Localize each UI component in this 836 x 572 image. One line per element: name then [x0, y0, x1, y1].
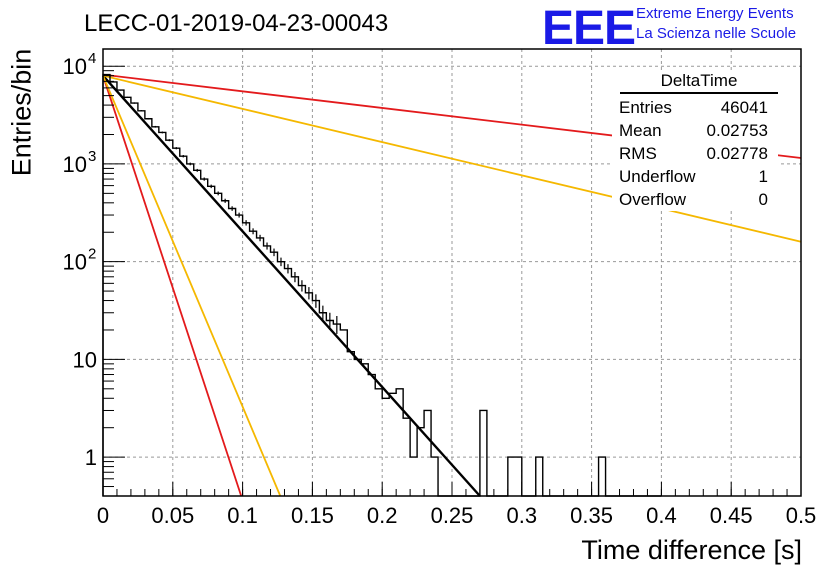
stats-label: Underflow	[619, 167, 696, 186]
x-tick-label: 0.1	[227, 503, 258, 528]
fit-line	[102, 75, 243, 497]
x-tick-label: 0.45	[710, 503, 753, 528]
x-tick-label: 0.3	[507, 503, 538, 528]
fit-line	[102, 74, 802, 243]
stats-label: Overflow	[619, 190, 687, 209]
stats-row: Entries 46041	[612, 96, 778, 119]
chart-title: LECC-01-2019-04-23-00043	[84, 10, 389, 37]
y-tick-label: 10	[63, 250, 87, 275]
x-tick-label: 0.15	[291, 503, 334, 528]
x-tick-label: 0.05	[151, 503, 194, 528]
stats-value: 1	[758, 167, 768, 186]
stats-box: DeltaTime Entries 46041 Mean 0.02753 RMS…	[612, 71, 778, 211]
x-tick-label: 0.5	[786, 503, 817, 528]
x-tick-label: 0	[97, 503, 109, 528]
y-tick-label: 10	[63, 152, 87, 177]
y-tick-label: 1	[85, 445, 97, 470]
y-tick-exponent: 4	[88, 50, 96, 67]
eee-logo-text: Extreme Energy Events La Scienza nelle S…	[636, 4, 796, 44]
eee-logo-line2: La Scienza nelle Scuole	[636, 25, 797, 42]
stats-label: Entries	[619, 98, 672, 117]
stats-title: DeltaTime	[620, 71, 778, 94]
stats-row: Mean 0.02753	[612, 119, 778, 142]
x-axis-label: Time difference [s]	[581, 535, 802, 565]
eee-logo: EEE	[542, 2, 636, 55]
stats-value: 46041	[720, 98, 768, 117]
x-tick-label: 0.35	[570, 503, 613, 528]
y-tick-label: 10	[73, 347, 97, 372]
eee-logo-line1: Extreme Energy Events	[636, 5, 794, 22]
y-tick-exponent: 3	[88, 148, 96, 165]
y-axis-label: Entries/bin	[6, 48, 37, 177]
x-tick-label: 0.2	[367, 503, 398, 528]
x-tick-label: 0.25	[431, 503, 474, 528]
fit-line	[102, 75, 282, 497]
fit-line	[102, 74, 481, 497]
stats-value: 0	[758, 190, 768, 209]
axes: 0 0.05 0.1 0.15 0.2 0.25 0.3 0.35 0.4 0.45 0.51101…	[63, 50, 817, 528]
stats-label: Mean	[619, 121, 662, 140]
stats-row: Underflow 1	[612, 165, 778, 188]
stats-label: RMS	[619, 144, 657, 163]
x-tick-label: 0.4	[646, 503, 677, 528]
y-tick-exponent: 2	[88, 246, 96, 263]
stats-value: 0.02778	[706, 144, 768, 163]
stats-row: RMS 0.02778	[612, 142, 778, 165]
y-tick-label: 10	[63, 54, 87, 79]
stats-value: 0.02753	[706, 121, 768, 140]
stats-row: Overflow 0	[612, 188, 778, 211]
